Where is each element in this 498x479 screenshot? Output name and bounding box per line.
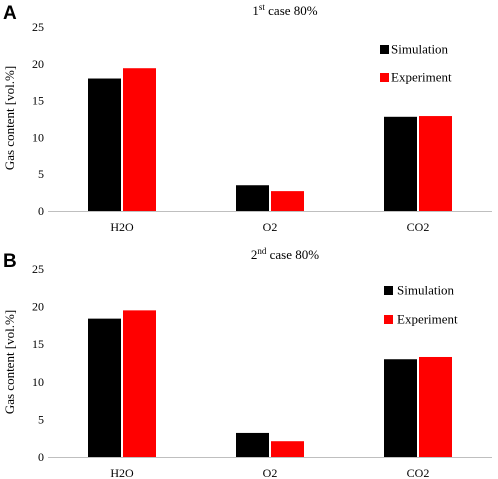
y-tick-label: 15 [32,337,44,351]
legend-swatch-simulation [384,286,393,295]
legend-label-simulation: Simulation [397,283,455,298]
y-axis-label: Gas content [vol.%] [2,310,17,414]
chart-panel-a: A 1st case 80% Gas content [vol.%] 0 5 10 1… [2,2,492,234]
x-category-label: CO2 [407,466,430,479]
chart-panel-b: B 2nd case 80% Gas content [vol.%] 0 5 10 1… [2,246,492,479]
bar-experiment-o2 [271,191,304,211]
bar-experiment-h2o [123,310,156,457]
panel-label: A [3,3,17,24]
y-tick-label: 15 [32,94,44,108]
y-axis-label: Gas content [vol.%] [2,66,17,170]
legend: Simulation Experiment [380,42,452,85]
x-category-label: O2 [263,466,278,479]
x-category-label: H2O [110,466,134,479]
bar-simulation-h2o [88,78,121,212]
legend-swatch-experiment [380,73,389,82]
bar-simulation-h2o [88,318,121,457]
bar-experiment-co2 [419,356,452,457]
bar-group [88,310,452,457]
x-category-label: CO2 [407,220,430,234]
y-tick-label: 25 [32,20,44,34]
bar-experiment-h2o [123,68,156,211]
y-axis-ticks: 0 5 10 15 20 25 [32,20,44,218]
bar-simulation-o2 [236,185,269,211]
y-tick-label: 10 [32,375,44,389]
legend-label-experiment: Experiment [391,70,452,85]
legend: Simulation Experiment [384,283,458,327]
legend-label-experiment: Experiment [397,312,458,327]
legend-swatch-simulation [380,45,389,54]
y-tick-label: 5 [38,412,44,426]
y-tick-label: 0 [38,204,44,218]
panel-label: B [3,251,17,272]
y-tick-label: 20 [32,300,44,314]
x-axis-categories: H2O O2 CO2 [110,466,429,479]
bar-experiment-co2 [419,116,452,211]
x-category-label: O2 [263,220,278,234]
bar-group [88,68,452,212]
chart-title: 2nd case 80% [251,246,319,262]
y-tick-label: 25 [32,262,44,276]
bar-experiment-o2 [271,441,304,457]
y-tick-label: 20 [32,57,44,71]
y-tick-label: 5 [38,167,44,181]
bar-simulation-o2 [236,432,269,457]
x-category-label: H2O [110,220,134,234]
bar-simulation-co2 [384,116,417,211]
bar-simulation-co2 [384,359,417,457]
chart-title: 1st case 80% [252,2,317,18]
x-axis-categories: H2O O2 CO2 [110,220,429,234]
legend-swatch-experiment [384,315,393,324]
y-tick-label: 10 [32,130,44,144]
y-axis-ticks: 0 5 10 15 20 25 [32,262,44,464]
legend-label-simulation: Simulation [391,42,449,57]
y-tick-label: 0 [38,450,44,464]
